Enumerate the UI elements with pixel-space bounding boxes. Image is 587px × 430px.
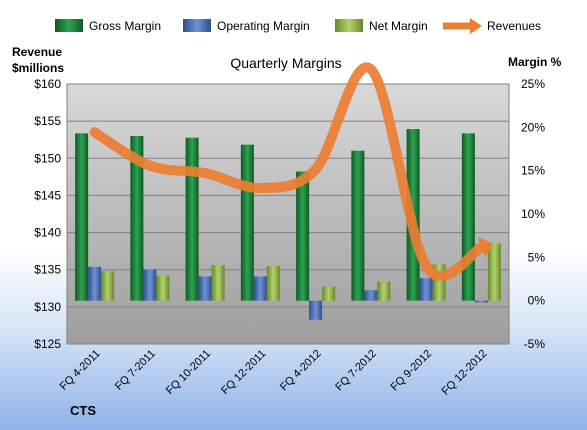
left-axis-title-line1: Revenue	[12, 45, 62, 59]
x-tick-label: FQ 10-2011	[164, 348, 213, 397]
net-margin-bar	[101, 271, 115, 301]
left-tick-label: $130	[34, 300, 61, 314]
right-tick-label: 5%	[528, 250, 546, 264]
x-tick-label: FQ 4-2011	[58, 348, 103, 393]
operating-margin-bar	[419, 278, 433, 301]
gross-margin-bar	[351, 150, 365, 301]
chart-title: Quarterly Margins	[230, 55, 341, 71]
legend-arrow-revenues	[470, 18, 482, 34]
legend-label-operating-margin: Operating Margin	[217, 19, 310, 33]
left-tick-label: $135	[34, 263, 61, 277]
operating-margin-bar	[198, 276, 212, 301]
legend-swatch-net-margin	[335, 19, 363, 32]
operating-margin-bar	[309, 300, 323, 320]
revenue-arrowhead	[477, 237, 493, 258]
right-tick-label: -5%	[524, 337, 546, 351]
revenue-line-path	[89, 62, 487, 281]
left-tick-label: $160	[34, 77, 61, 91]
legend-item-gross-margin: Gross Margin	[55, 19, 161, 33]
right-tick-label: 15%	[521, 164, 545, 178]
x-tick-label: FQ 4-2012	[278, 348, 324, 394]
left-tick-label: $155	[34, 114, 61, 128]
legend-item-operating-margin: Operating Margin	[183, 19, 310, 33]
x-tick-label: FQ 9-2012	[389, 348, 435, 394]
x-tick-label: FQ 12-2012	[440, 348, 490, 398]
left-axis-ticks: $125 $130 $135 $140 $145 $150 $155 $160	[34, 77, 61, 351]
net-margin-bar	[322, 286, 336, 301]
right-tick-label: 20%	[521, 120, 545, 134]
net-margin-bar	[266, 266, 280, 301]
legend: Gross Margin Operating Margin Net Margin…	[55, 18, 541, 34]
right-tick-label: 10%	[521, 207, 545, 221]
legend-label-net-margin: Net Margin	[369, 19, 428, 33]
legend-item-revenues: Revenues	[443, 18, 541, 34]
operating-margin-bar	[364, 290, 378, 301]
legend-swatch-gross-margin	[55, 19, 83, 32]
legend-swatch-operating-margin	[183, 19, 211, 32]
x-tick-label: FQ 7-2012	[333, 348, 379, 394]
legend-label-revenues: Revenues	[487, 19, 541, 33]
left-tick-label: $140	[34, 226, 61, 240]
gross-margin-bar	[240, 144, 254, 301]
net-margin-bar	[156, 275, 170, 301]
operating-margin-bar	[474, 300, 488, 303]
net-margin-bar	[487, 243, 501, 301]
right-tick-label: 0%	[528, 294, 546, 308]
legend-label-gross-margin: Gross Margin	[89, 19, 161, 33]
left-tick-label: $145	[34, 188, 61, 202]
left-tick-label: $125	[34, 337, 61, 351]
right-tick-label: 25%	[521, 77, 545, 91]
net-margin-bar	[211, 265, 225, 301]
gross-margin-bar	[130, 136, 144, 301]
left-tick-label: $150	[34, 151, 61, 165]
operating-margin-bar	[143, 269, 157, 301]
gross-margin-bar	[296, 171, 310, 301]
x-tick-label: FQ 12-2011	[219, 348, 268, 397]
operating-margin-bar	[253, 276, 267, 301]
right-axis-ticks: -5% 0% 5% 10% 15% 20% 25%	[521, 77, 545, 351]
net-margin-bar	[377, 281, 391, 301]
gross-margin-bar	[461, 133, 475, 301]
x-tick-label: FQ 7-2011	[113, 348, 158, 393]
footer-label: CTS	[70, 403, 96, 418]
revenue-line	[89, 62, 493, 281]
gross-margin-bar	[75, 133, 89, 301]
x-axis-ticks: FQ 4-2011 FQ 7-2011 FQ 10-2011 FQ 12-2011 FQ…	[58, 348, 490, 398]
left-axis-title-line2: $millions	[12, 61, 64, 75]
gross-margin-bar	[185, 137, 199, 301]
right-axis-title: Margin %	[508, 55, 562, 69]
operating-margin-bar	[88, 266, 102, 301]
legend-item-net-margin: Net Margin	[335, 19, 428, 33]
